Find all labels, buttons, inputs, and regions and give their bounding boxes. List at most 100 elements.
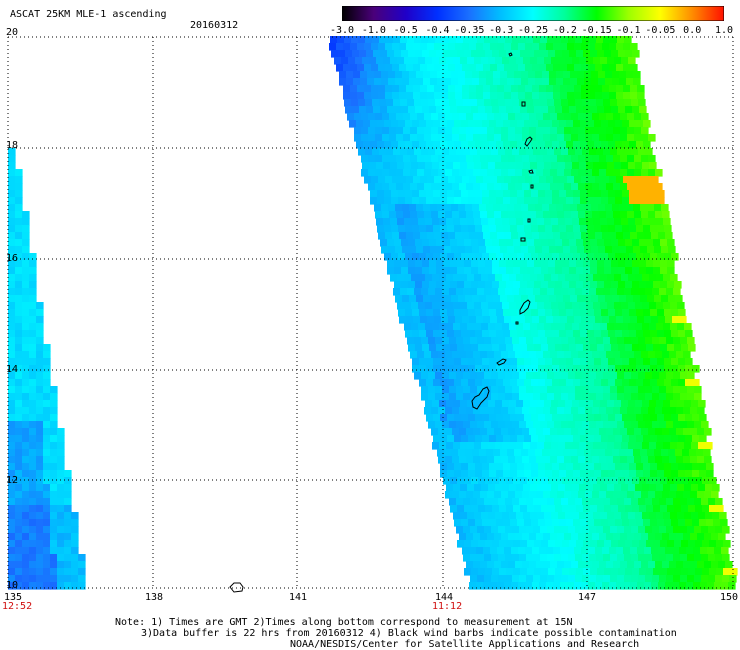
swath-cell bbox=[506, 477, 514, 485]
swath-cell bbox=[354, 127, 362, 135]
swath-cell bbox=[459, 491, 467, 499]
swath-cell bbox=[29, 463, 37, 471]
swath-cell bbox=[459, 456, 467, 464]
swath-cell bbox=[485, 505, 493, 513]
swath-cell bbox=[634, 561, 642, 569]
swath-cell bbox=[539, 85, 547, 93]
swath-cell bbox=[15, 442, 23, 450]
swath-cell bbox=[636, 190, 644, 198]
swath-cell bbox=[459, 113, 467, 121]
swath-cell bbox=[29, 456, 37, 464]
swath-cell bbox=[643, 470, 651, 478]
swath-cell bbox=[489, 141, 497, 149]
swath-cell bbox=[566, 470, 574, 478]
swath-cell bbox=[57, 547, 65, 555]
swath-cell bbox=[510, 225, 518, 233]
swath-cell bbox=[490, 316, 498, 324]
swath-cell bbox=[408, 281, 416, 289]
swath-cell bbox=[585, 113, 593, 121]
swath-cell bbox=[587, 253, 595, 261]
swath-cell bbox=[440, 225, 448, 233]
swath-cell bbox=[566, 309, 574, 317]
swath-cell bbox=[536, 456, 544, 464]
swath-cell bbox=[589, 498, 597, 506]
swath-cell bbox=[581, 232, 589, 240]
swath-cell bbox=[623, 85, 631, 93]
swath-cell bbox=[565, 57, 573, 65]
swath-cell bbox=[43, 547, 51, 555]
swath-cell bbox=[524, 330, 532, 338]
swath-cell bbox=[465, 78, 473, 86]
swath-cell bbox=[522, 407, 530, 415]
swath-cell bbox=[658, 316, 666, 324]
swath-cell bbox=[520, 106, 528, 114]
swath-cell bbox=[29, 575, 37, 583]
swath-cell bbox=[662, 407, 670, 415]
swath-cell bbox=[22, 491, 30, 499]
swath-cell bbox=[8, 330, 16, 338]
swath-cell bbox=[580, 120, 588, 128]
swath-cell bbox=[588, 43, 596, 51]
swath-cell bbox=[635, 274, 643, 282]
swath-cell bbox=[462, 85, 470, 93]
swath-cell bbox=[403, 134, 411, 142]
lat-label-10: 10 bbox=[6, 580, 19, 591]
swath-cell bbox=[29, 344, 37, 352]
swath-cell bbox=[714, 582, 722, 590]
swath-cell bbox=[636, 470, 644, 478]
swath-cell bbox=[631, 148, 639, 156]
swath-cell bbox=[634, 407, 642, 415]
swath-cell bbox=[533, 526, 541, 534]
swath-cell bbox=[588, 64, 596, 72]
swath-cell bbox=[638, 99, 646, 107]
swath-cell bbox=[608, 330, 616, 338]
swath-cell bbox=[653, 344, 661, 352]
swath-cell bbox=[558, 162, 566, 170]
swath-cell bbox=[386, 36, 394, 44]
swath-cell bbox=[50, 582, 58, 590]
swath-cell bbox=[555, 50, 563, 58]
swath-cell bbox=[503, 253, 511, 261]
swath-cell bbox=[422, 106, 430, 114]
swath-cell bbox=[29, 358, 37, 366]
swath-cell bbox=[671, 435, 679, 443]
swath-cell bbox=[428, 372, 436, 380]
swath-cell bbox=[618, 260, 626, 268]
swath-cell bbox=[646, 281, 654, 289]
swath-cell bbox=[650, 190, 658, 198]
swath-cell bbox=[695, 477, 703, 485]
swath-cell bbox=[627, 169, 635, 177]
swath-cell bbox=[655, 169, 663, 177]
swath-cell bbox=[554, 99, 562, 107]
note-line-2: 3)Data buffer is 22 hrs from 20160312 4)… bbox=[141, 628, 677, 639]
swath-cell bbox=[588, 582, 596, 590]
swath-cell bbox=[621, 484, 629, 492]
swath-cell bbox=[631, 554, 639, 562]
swath-cell bbox=[471, 239, 479, 247]
swath-cell bbox=[458, 204, 466, 212]
swath-cell bbox=[520, 344, 528, 352]
swath-cell bbox=[489, 225, 497, 233]
swath-cell bbox=[430, 78, 438, 86]
swath-cell bbox=[375, 155, 383, 163]
swath-cell bbox=[416, 78, 424, 86]
swath-cell bbox=[15, 463, 23, 471]
swath-cell bbox=[445, 134, 453, 142]
swath-cell bbox=[29, 365, 37, 373]
swath-cell bbox=[531, 330, 539, 338]
swath-cell bbox=[470, 393, 478, 401]
swath-cell bbox=[343, 85, 351, 93]
swath-cell bbox=[653, 260, 661, 268]
swath-cell bbox=[692, 414, 700, 422]
swath-cell bbox=[648, 183, 656, 191]
swath-cell bbox=[664, 414, 672, 422]
swath-cell bbox=[480, 407, 488, 415]
swath-cell bbox=[692, 435, 700, 443]
swath-cell bbox=[503, 330, 511, 338]
swath-cell bbox=[612, 71, 620, 79]
swath-cell bbox=[647, 449, 655, 457]
swath-cell bbox=[483, 176, 491, 184]
swath-cell bbox=[361, 113, 369, 121]
swath-cell bbox=[400, 99, 408, 107]
lat-label-14: 14 bbox=[6, 364, 19, 375]
